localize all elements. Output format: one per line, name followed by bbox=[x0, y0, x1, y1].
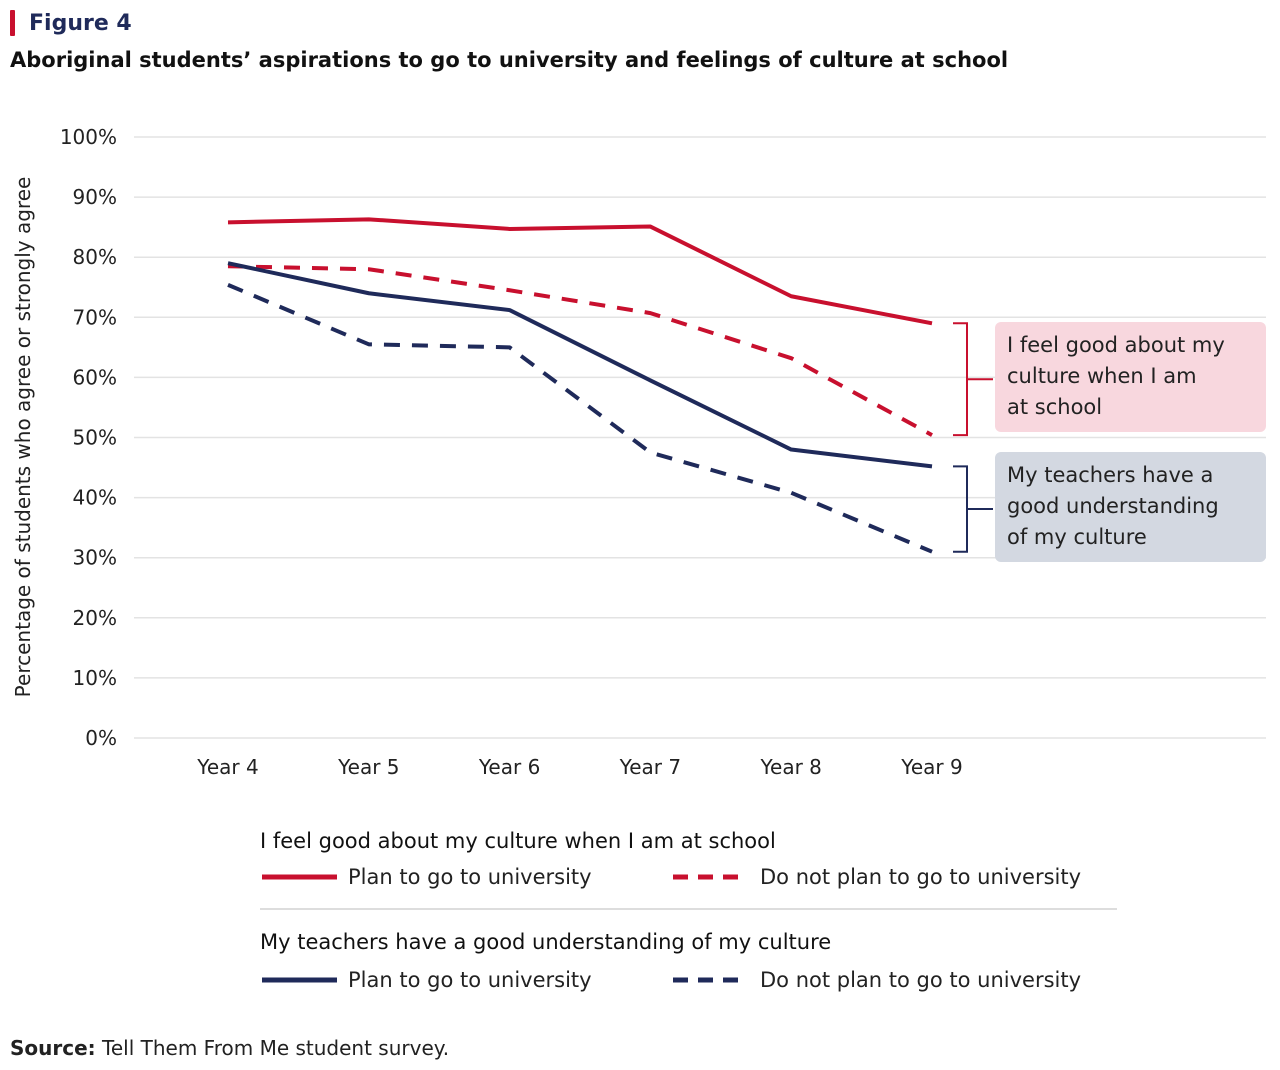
source-note: Source: Tell Them From Me student survey… bbox=[10, 1036, 449, 1060]
x-tick-label: Year 5 bbox=[337, 755, 399, 779]
series-line-4 bbox=[227, 283, 933, 554]
series-line-3 bbox=[227, 261, 933, 469]
figure-accent-bar bbox=[10, 10, 15, 36]
annotation-box bbox=[995, 322, 1266, 432]
y-tick-label: 70% bbox=[73, 305, 117, 329]
series-lines bbox=[227, 217, 933, 554]
annotation-text: I feel good about my bbox=[1007, 333, 1225, 357]
legend-label: Do not plan to go to university bbox=[760, 865, 1081, 889]
annotation-box bbox=[995, 452, 1266, 562]
y-tick-label: 80% bbox=[73, 245, 117, 269]
annotation-bracket bbox=[953, 322, 993, 437]
x-axis-ticks: Year 4 Year 5 Year 6 Year 7 Year 8 Year 9 bbox=[196, 755, 962, 779]
y-tick-label: 20% bbox=[73, 606, 117, 630]
annotation-text: of my culture bbox=[1007, 525, 1147, 549]
legend-heading: My teachers have a good understanding of… bbox=[260, 930, 831, 954]
legend: I feel good about my culture when I am a… bbox=[260, 829, 1117, 992]
legend-label: Do not plan to go to university bbox=[760, 968, 1081, 992]
annotation-text: My teachers have a bbox=[1007, 463, 1213, 487]
y-tick-label: 60% bbox=[73, 365, 117, 389]
x-tick-label: Year 9 bbox=[900, 755, 962, 779]
legend-heading: I feel good about my culture when I am a… bbox=[260, 829, 776, 853]
source-label: Source: bbox=[10, 1036, 96, 1060]
chart-title: Aboriginal students’ aspirations to go t… bbox=[10, 48, 1009, 72]
y-tick-label: 90% bbox=[73, 185, 117, 209]
x-tick-label: Year 7 bbox=[619, 755, 681, 779]
y-tick-label: 100% bbox=[60, 125, 117, 149]
gridlines bbox=[134, 136, 1266, 739]
annotation-text: at school bbox=[1007, 395, 1102, 419]
annotation-bracket bbox=[953, 465, 993, 553]
annotations: I feel good about my culture when I am at … bbox=[953, 322, 1266, 562]
figure-label: Figure 4 bbox=[10, 6, 132, 40]
y-tick-label: 0% bbox=[85, 726, 117, 750]
series-line-1 bbox=[227, 217, 933, 326]
x-tick-label: Year 8 bbox=[759, 755, 821, 779]
y-tick-label: 10% bbox=[73, 666, 117, 690]
series-line-2 bbox=[227, 264, 933, 437]
y-tick-label: 40% bbox=[73, 486, 117, 510]
figure-number: Figure 4 bbox=[29, 10, 132, 36]
x-tick-label: Year 6 bbox=[478, 755, 540, 779]
y-axis-ticks: 0% 10% 20% 30% 40% 50% 60% 70% 80% 90% 100% bbox=[60, 125, 117, 750]
y-axis-title: Percentage of students who agree or stro… bbox=[11, 177, 35, 698]
annotation-text: good understanding bbox=[1007, 494, 1219, 518]
y-tick-label: 30% bbox=[73, 546, 117, 570]
annotation-text: culture when I am bbox=[1007, 364, 1197, 388]
y-tick-label: 50% bbox=[73, 426, 117, 450]
source-text: Tell Them From Me student survey. bbox=[95, 1036, 450, 1060]
x-tick-label: Year 4 bbox=[196, 755, 258, 779]
legend-label: Plan to go to university bbox=[348, 865, 592, 889]
line-chart: 0% 10% 20% 30% 40% 50% 60% 70% 80% 90% 100% Year 4… bbox=[11, 125, 1266, 992]
legend-label: Plan to go to university bbox=[348, 968, 592, 992]
